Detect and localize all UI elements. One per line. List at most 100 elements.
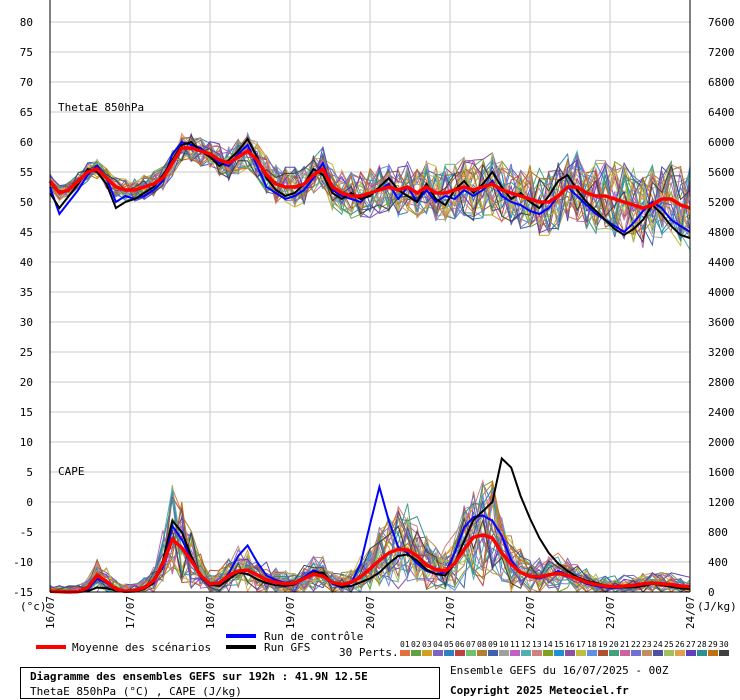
footer-run: Ensemble GEFS du 16/07/2025 - 00Z bbox=[450, 664, 669, 677]
footer-title-box: Diagramme des ensembles GEFS sur 192h : … bbox=[20, 667, 440, 699]
pert-color-swatch bbox=[653, 650, 663, 656]
right-tick-label: 7600 bbox=[708, 16, 735, 29]
cape-panel-label: CAPE bbox=[58, 465, 85, 478]
left-tick-label: -10 bbox=[13, 556, 33, 569]
pert-number-label: 25 bbox=[664, 640, 674, 649]
right-tick-label: 6800 bbox=[708, 76, 735, 89]
pert-color-swatch bbox=[620, 650, 630, 656]
pert-color-swatch bbox=[719, 650, 729, 656]
chart-series bbox=[48, 131, 691, 594]
left-tick-label: -15 bbox=[13, 586, 33, 599]
right-tick-label: 4800 bbox=[708, 226, 735, 239]
left-tick-label: 70 bbox=[20, 76, 33, 89]
left-tick-label: 15 bbox=[20, 406, 33, 419]
pert-number-label: 16 bbox=[565, 640, 575, 649]
x-tick-label: 23/07 bbox=[604, 596, 617, 629]
right-tick-label: 6000 bbox=[708, 136, 735, 149]
right-axis-unit: (J/kg) bbox=[697, 600, 737, 613]
pert-number-label: 04 bbox=[433, 640, 443, 649]
x-tick-label: 17/07 bbox=[124, 596, 137, 629]
pert-color-swatch bbox=[532, 650, 542, 656]
pert-color-swatch bbox=[455, 650, 465, 656]
right-tick-label: 3200 bbox=[708, 346, 735, 359]
thetae-member-line bbox=[49, 142, 691, 243]
pert-color-swatch bbox=[543, 650, 553, 656]
pert-color-swatch bbox=[642, 650, 652, 656]
x-tick-label: 22/07 bbox=[524, 596, 537, 629]
pert-number-label: 14 bbox=[543, 640, 553, 649]
right-tick-label: 1600 bbox=[708, 466, 735, 479]
pert-color-swatch bbox=[400, 650, 410, 656]
pert-number-label: 24 bbox=[653, 640, 663, 649]
pert-color-swatch bbox=[576, 650, 586, 656]
pert-number-label: 20 bbox=[609, 640, 619, 649]
left-tick-label: -5 bbox=[20, 526, 33, 539]
left-axis-unit: (°c) bbox=[20, 600, 47, 613]
right-tick-label: 4400 bbox=[708, 256, 735, 269]
pert-number-label: 02 bbox=[411, 640, 421, 649]
thetae-panel-label: ThetaE 850hPa bbox=[58, 101, 144, 114]
left-tick-label: 60 bbox=[20, 136, 33, 149]
pert-color-swatch bbox=[488, 650, 498, 656]
right-tick-label: 1200 bbox=[708, 496, 735, 509]
right-tick-label: 6400 bbox=[708, 106, 735, 119]
pert-number-label: 09 bbox=[488, 640, 498, 649]
chart-grid bbox=[49, 0, 691, 593]
pert-color-swatch bbox=[554, 650, 564, 656]
thetae-member-line bbox=[49, 133, 691, 227]
pert-color-swatch bbox=[697, 650, 707, 656]
left-tick-label: 30 bbox=[20, 316, 33, 329]
pert-color-swatch bbox=[521, 650, 531, 656]
footer-copyright: Copyright 2025 Meteociel.fr bbox=[450, 684, 629, 697]
right-tick-label: 3600 bbox=[708, 316, 735, 329]
legend-perts-label: 30 Perts. bbox=[339, 646, 399, 659]
pert-number-label: 01 bbox=[400, 640, 410, 649]
footer-subtitle: ThetaE 850hPa (°C) , CAPE (J/kg) bbox=[30, 685, 242, 698]
pert-number-label: 21 bbox=[620, 640, 630, 649]
right-tick-label: 5600 bbox=[708, 166, 735, 179]
x-tick-label: 21/07 bbox=[444, 596, 457, 629]
pert-number-label: 11 bbox=[510, 640, 520, 649]
left-tick-label: 75 bbox=[20, 46, 33, 59]
right-tick-label: 5200 bbox=[708, 196, 735, 209]
left-tick-label: 40 bbox=[20, 256, 33, 269]
left-tick-label: 35 bbox=[20, 286, 33, 299]
pert-color-swatch bbox=[664, 650, 674, 656]
left-tick-label: 5 bbox=[26, 466, 33, 479]
footer-title: Diagramme des ensembles GEFS sur 192h : … bbox=[30, 670, 368, 683]
pert-color-swatch bbox=[444, 650, 454, 656]
pert-number-label: 30 bbox=[719, 640, 729, 649]
pert-number-label: 03 bbox=[422, 640, 432, 649]
right-tick-label: 2400 bbox=[708, 406, 735, 419]
x-tick-label: 20/07 bbox=[364, 596, 377, 629]
pert-number-label: 27 bbox=[686, 640, 696, 649]
pert-color-swatch bbox=[565, 650, 575, 656]
left-tick-label: 55 bbox=[20, 166, 33, 179]
legend-control-label: Run de contrôle bbox=[264, 630, 363, 643]
left-tick-label: 80 bbox=[20, 16, 33, 29]
pert-color-swatch bbox=[587, 650, 597, 656]
pert-color-swatch bbox=[708, 650, 718, 656]
left-tick-label: 0 bbox=[26, 496, 33, 509]
right-tick-label: 2800 bbox=[708, 376, 735, 389]
pert-number-label: 18 bbox=[587, 640, 597, 649]
right-tick-label: 0 bbox=[708, 586, 715, 599]
pert-color-swatch bbox=[411, 650, 421, 656]
pert-color-swatch bbox=[433, 650, 443, 656]
pert-number-label: 23 bbox=[642, 640, 652, 649]
left-tick-label: 50 bbox=[20, 196, 33, 209]
pert-number-label: 28 bbox=[697, 640, 707, 649]
x-tick-label: 16/07 bbox=[44, 596, 57, 629]
left-tick-label: 10 bbox=[20, 436, 33, 449]
pert-number-label: 07 bbox=[466, 640, 476, 649]
pert-number-label: 15 bbox=[554, 640, 564, 649]
pert-color-swatch bbox=[609, 650, 619, 656]
left-tick-label: 20 bbox=[20, 376, 33, 389]
right-tick-label: 4000 bbox=[708, 286, 735, 299]
chart-legend: Moyenne des scénarios Run de contrôle Ru… bbox=[36, 630, 729, 659]
right-tick-label: 800 bbox=[708, 526, 728, 539]
pert-number-label: 26 bbox=[675, 640, 685, 649]
x-tick-label: 19/07 bbox=[284, 596, 297, 629]
x-tick-label: 24/07 bbox=[684, 596, 697, 629]
